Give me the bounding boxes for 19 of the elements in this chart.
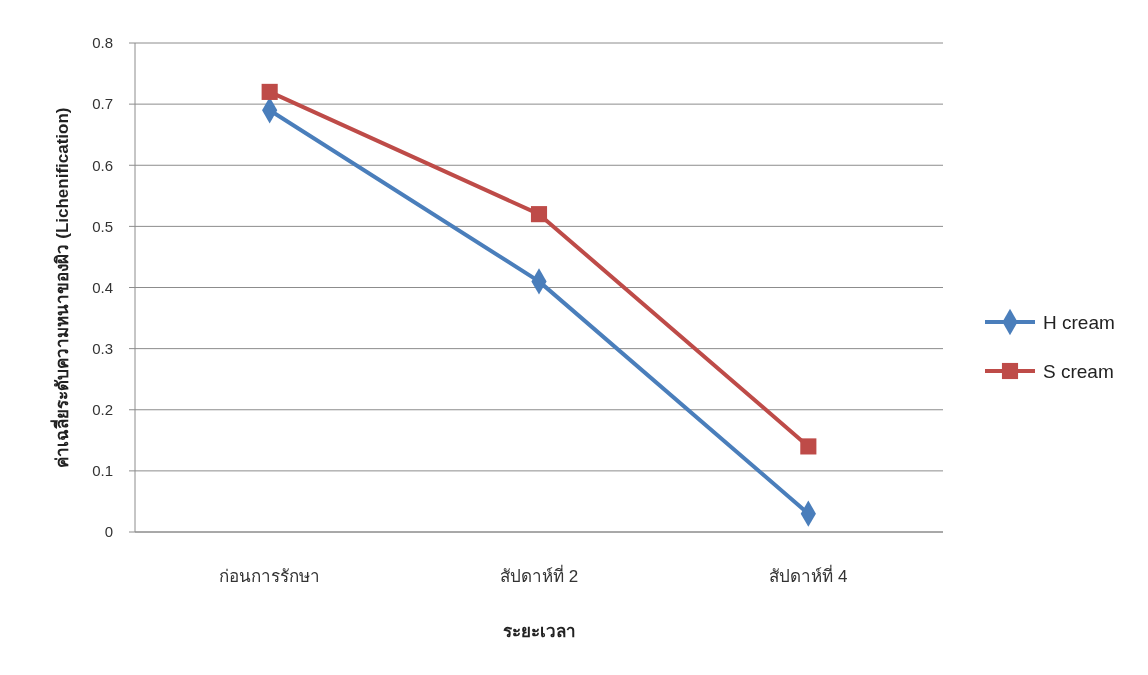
point <box>530 206 548 223</box>
y-tick-label: 0.2 <box>92 401 113 418</box>
x-tick-label: สัปดาห์ที่ 4 <box>769 564 848 586</box>
x-tick-label: สัปดาห์ที่ 2 <box>499 564 579 586</box>
y-tick-label: 0.8 <box>92 34 113 52</box>
legend-label: H cream <box>1043 311 1115 333</box>
x-axis-title: ระยะเวลา <box>502 622 576 641</box>
legend-label: S cream <box>1043 360 1114 382</box>
y-tick-label: 0.7 <box>92 95 113 113</box>
y-tick-label: 0.5 <box>92 217 113 235</box>
y-axis-title: ค่าเฉลี่ยระดับความหนาของผิว (Lichenification) <box>50 107 72 468</box>
y-tick-label: 0.1 <box>92 462 113 480</box>
point <box>800 438 817 455</box>
y-tick-label: 0.6 <box>92 156 113 174</box>
y-tick-label: 0.3 <box>92 339 113 357</box>
y-tick-label: 0.4 <box>92 278 113 296</box>
x-tick-label: ก่อนการรักษา <box>219 567 321 586</box>
y-tick-label: 0 <box>104 523 113 541</box>
point <box>261 83 278 100</box>
